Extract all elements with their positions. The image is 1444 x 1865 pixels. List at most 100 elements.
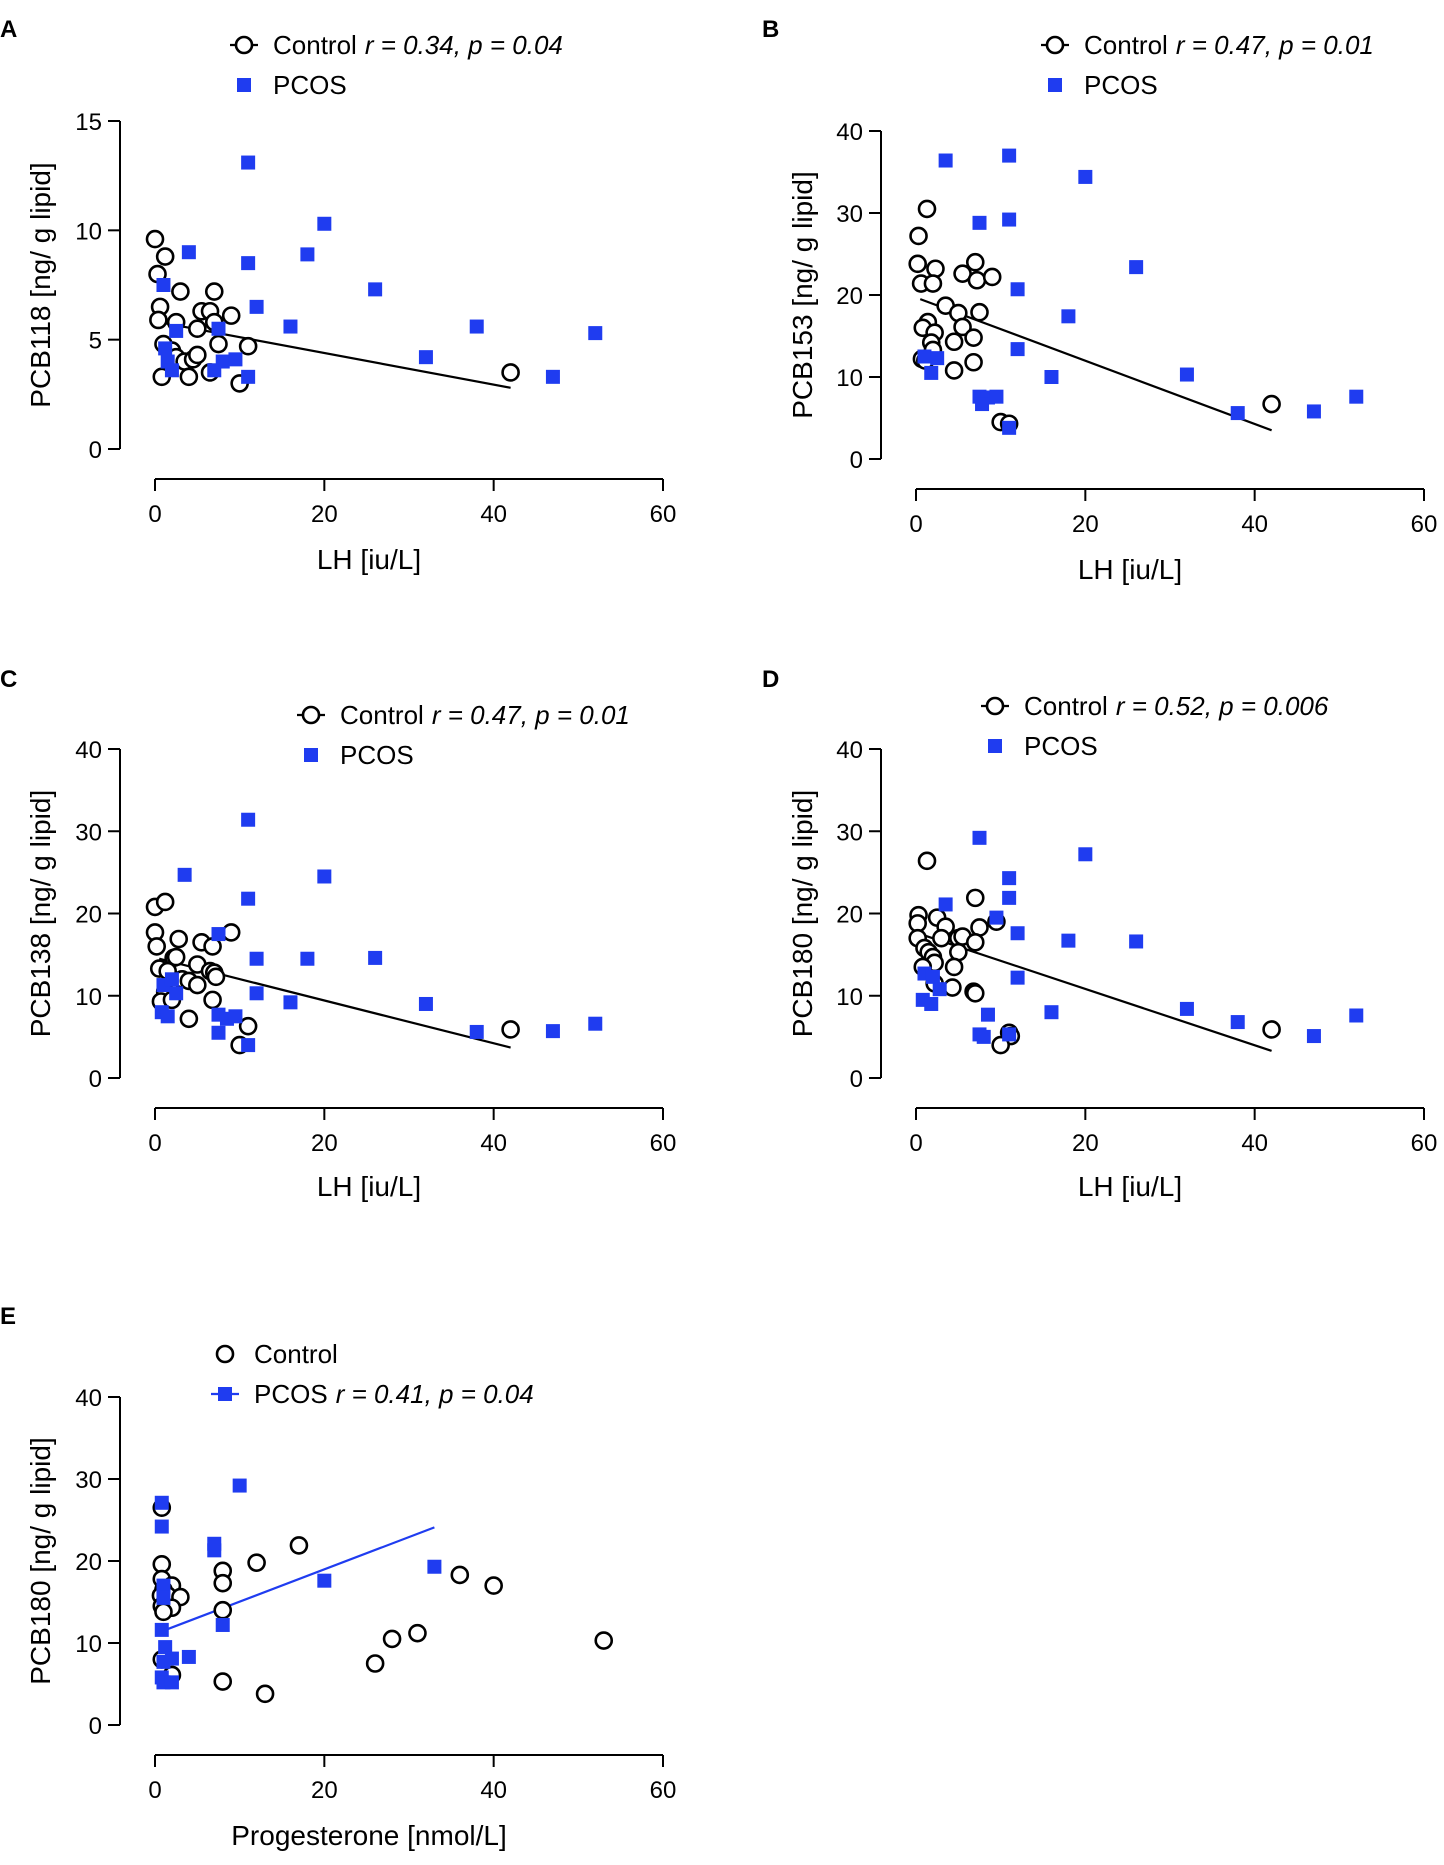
y-tick-label: 10 xyxy=(836,984,863,1011)
y-tick-label: 40 xyxy=(75,1385,102,1412)
legend: Control r = 0.47, p = 0.01 PCOS xyxy=(297,700,630,770)
control-point xyxy=(206,967,226,987)
pcos-point xyxy=(925,969,940,984)
control-point xyxy=(908,254,927,274)
control-point xyxy=(238,1016,258,1036)
control-point xyxy=(238,336,258,356)
pcos-point xyxy=(924,365,939,380)
legend-circle-icon xyxy=(985,696,1005,716)
pcos-point xyxy=(588,1016,603,1031)
panel-letter: D xyxy=(762,666,779,693)
series-pcos xyxy=(917,148,1364,435)
y-tick-label: 30 xyxy=(75,1467,102,1494)
control-point xyxy=(247,1553,266,1572)
control-point xyxy=(149,310,168,330)
control-point xyxy=(154,1602,173,1622)
pcos-point xyxy=(1230,406,1245,421)
y-axis-label: PCB180 [ng/ g lipid] xyxy=(787,790,818,1038)
legend-control-label: Control xyxy=(254,1339,338,1369)
pcos-point xyxy=(976,1029,991,1044)
pcos-point xyxy=(283,319,298,334)
pcos-point xyxy=(177,867,192,882)
control-point xyxy=(1262,394,1281,414)
y-tick-label: 40 xyxy=(836,737,863,764)
pcos-point xyxy=(1002,148,1017,163)
legend-circle-icon xyxy=(301,705,321,725)
legend: Control PCOS r = 0.41, p = 0.04 xyxy=(211,1339,534,1409)
x-tick-label: 0 xyxy=(148,1777,161,1804)
pcos-point xyxy=(545,369,560,384)
pcos-point xyxy=(1002,871,1017,886)
control-point xyxy=(970,302,989,322)
panel-c: C 0 10 20 30 40 0 20 40 60 LH [iu/L] PCB138 [ng/ g … xyxy=(0,666,676,1202)
pcos-point xyxy=(368,282,383,297)
y-tick-label: 20 xyxy=(75,1549,102,1576)
pcos-point xyxy=(972,830,987,845)
pcos-point xyxy=(1078,169,1093,184)
x-tick-label: 60 xyxy=(650,1130,677,1157)
control-point xyxy=(944,957,964,977)
x-tick-label: 60 xyxy=(1411,1130,1438,1157)
legend-control-label: Control r = 0.34, p = 0.04 xyxy=(273,30,563,60)
control-point xyxy=(179,367,199,387)
y-tick-label: 10 xyxy=(75,984,102,1011)
series-control xyxy=(145,229,520,393)
pcos-point xyxy=(938,897,953,912)
control-point xyxy=(501,1020,520,1039)
control-point xyxy=(964,352,983,372)
control-point xyxy=(967,270,987,290)
control-point xyxy=(965,932,985,952)
x-tick-label: 40 xyxy=(480,1777,507,1804)
pcos-point xyxy=(215,354,230,369)
control-point xyxy=(965,983,985,1003)
pcos-point xyxy=(249,986,264,1001)
control-point xyxy=(166,947,186,967)
pcos-point xyxy=(215,1617,230,1632)
legend-circle-icon xyxy=(215,1344,235,1364)
legend: Control r = 0.34, p = 0.04 PCOS xyxy=(230,30,563,100)
pcos-point xyxy=(917,349,932,364)
control-point xyxy=(943,978,962,997)
pcos-point xyxy=(164,363,179,378)
legend-square-icon xyxy=(1048,78,1062,92)
pcos-point xyxy=(211,927,226,942)
control-point xyxy=(209,334,228,354)
control-point xyxy=(188,975,207,995)
pcos-point xyxy=(1179,1001,1194,1016)
x-tick-label: 60 xyxy=(650,501,677,528)
legend: Control r = 0.47, p = 0.01 PCOS xyxy=(1041,30,1374,100)
x-tick-label: 40 xyxy=(1241,1130,1268,1157)
pcos-point xyxy=(154,1519,169,1534)
pcos-point xyxy=(283,995,298,1010)
legend-pcos-label: PCOS xyxy=(273,70,347,100)
legend-circle-icon xyxy=(1045,35,1065,55)
pcos-point xyxy=(938,153,953,168)
pcos-point xyxy=(989,389,1004,404)
x-tick-label: 0 xyxy=(148,501,161,528)
pcos-point xyxy=(1044,370,1059,384)
panel-a: A 0 5 10 15 0 20 40 60 LH [iu/L] PCB118 [ng/ g lip… xyxy=(0,16,676,575)
legend-pcos-label: PCOS xyxy=(1024,731,1098,761)
y-axis-label: PCB153 [ng/ g lipid] xyxy=(787,171,818,419)
control-point xyxy=(365,1654,385,1673)
pcos-point xyxy=(1306,404,1321,419)
x-axis-label: Progesterone [nmol/L] xyxy=(231,1820,507,1851)
control-point xyxy=(289,1536,309,1555)
x-tick-label: 40 xyxy=(480,501,507,528)
control-point xyxy=(944,332,964,352)
pcos-point xyxy=(1061,933,1076,948)
y-tick-label: 0 xyxy=(89,437,102,464)
pcos-point xyxy=(164,1675,179,1690)
pcos-point xyxy=(1230,1015,1245,1030)
x-tick-label: 40 xyxy=(1241,511,1268,538)
pcos-point xyxy=(228,352,243,367)
pcos-point xyxy=(211,321,226,336)
control-point xyxy=(171,282,190,301)
panel-letter: E xyxy=(0,1303,16,1330)
y-tick-label: 30 xyxy=(836,819,863,846)
legend-pcos-label: PCOS xyxy=(340,740,414,770)
pcos-point xyxy=(1002,420,1017,435)
pcos-point xyxy=(249,299,264,314)
control-point xyxy=(382,1629,402,1649)
y-tick-label: 10 xyxy=(75,1631,102,1658)
